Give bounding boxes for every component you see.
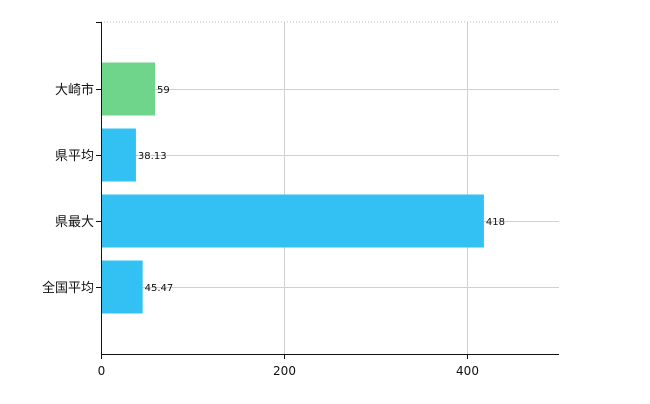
axes: [96, 22, 559, 359]
category-label: 大崎市: [55, 82, 94, 98]
x-tick-label: 0: [98, 364, 106, 378]
category-label: 全国平均: [42, 280, 94, 296]
x-tick-label: 200: [273, 364, 296, 378]
data-label: 45.47: [145, 283, 174, 294]
data-label: 59: [157, 85, 170, 96]
bars: [101, 62, 484, 314]
bar-4: [101, 260, 143, 314]
x-tick-label: 400: [456, 364, 479, 378]
category-label: 県平均: [55, 149, 94, 164]
data-label: 38.13: [138, 151, 167, 162]
bar-2: [101, 128, 136, 182]
bar-1: [101, 62, 156, 116]
grid-lines: [101, 21, 559, 354]
category-label: 県最大: [55, 215, 94, 230]
bar-3: [101, 194, 484, 248]
data-label: 418: [486, 217, 505, 228]
